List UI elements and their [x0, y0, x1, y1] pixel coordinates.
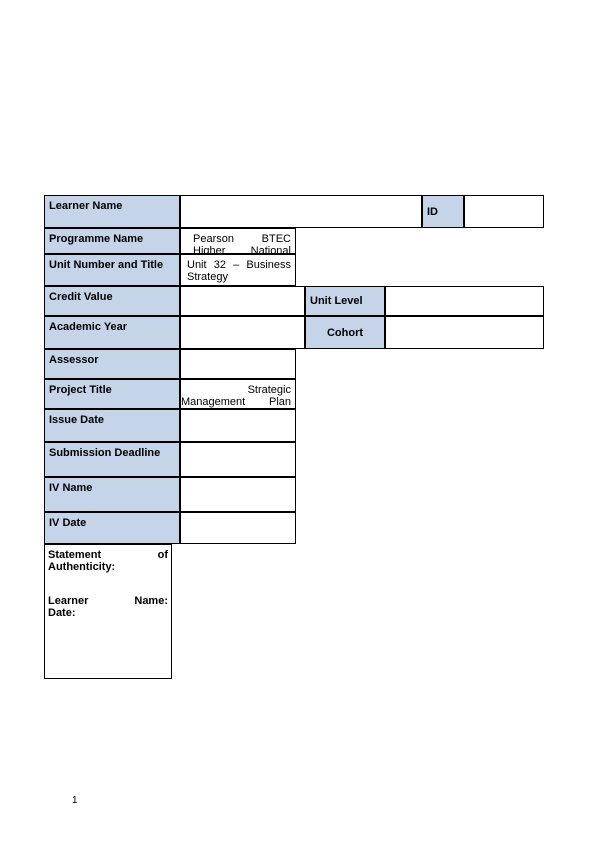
- label-unit-number-title: Unit Number and Title: [44, 254, 180, 286]
- value-assessor: [180, 349, 296, 379]
- value-credit-value: [180, 286, 305, 316]
- value-iv-name: [180, 477, 296, 512]
- value-programme-name: Pearson BTEC Higher National: [180, 228, 296, 254]
- value-project-title-text: Strategic Management Plan: [181, 384, 291, 408]
- stmt-word-3: Authenticity:: [48, 561, 168, 573]
- label-project-title: Project Title: [44, 379, 180, 409]
- value-unit-level: [385, 286, 544, 316]
- value-learner-name: [180, 195, 422, 228]
- row-project-title: Project Title Strategic Management Plan: [44, 379, 544, 409]
- value-academic-year: [180, 316, 305, 349]
- row-submission-deadline: Submission Deadline: [44, 442, 544, 477]
- statement-block: Statement of Authenticity: Learner Name:…: [44, 544, 172, 679]
- row-unit-number-title: Unit Number and Title Unit 32 – Business…: [44, 254, 544, 286]
- label-issue-date: Issue Date: [44, 409, 180, 442]
- label-submission-deadline: Submission Deadline: [44, 442, 180, 477]
- row-iv-name: IV Name: [44, 477, 544, 512]
- label-programme-name: Programme Name: [44, 228, 180, 254]
- value-project-title: Strategic Management Plan: [180, 379, 296, 409]
- row-statement: Statement of Authenticity: Learner Name:…: [44, 544, 544, 679]
- label-assessor: Assessor: [44, 349, 180, 379]
- stmt-learner-word: Learner: [48, 595, 88, 607]
- row-issue-date: Issue Date: [44, 409, 544, 442]
- value-unit-number-title: Unit 32 – Business Strategy: [180, 254, 296, 286]
- label-iv-date: IV Date: [44, 512, 180, 544]
- form-table: Learner Name ID Programme Name Pearson B…: [44, 195, 544, 679]
- label-learner-name: Learner Name: [44, 195, 180, 228]
- value-submission-deadline: [180, 442, 296, 477]
- stmt-spacer: [48, 573, 168, 595]
- row-learner-name: Learner Name ID: [44, 195, 544, 228]
- row-programme-name: Programme Name Pearson BTEC Higher Natio…: [44, 228, 544, 254]
- row-credit-unit-level: Credit Value Unit Level: [44, 286, 544, 316]
- page-number: 1: [72, 795, 78, 806]
- value-iv-date: [180, 512, 296, 544]
- label-iv-name: IV Name: [44, 477, 180, 512]
- stmt-word-2: of: [158, 549, 168, 561]
- value-cohort: [385, 316, 544, 349]
- stmt-name-word: Name:: [134, 595, 168, 607]
- row-assessor: Assessor: [44, 349, 544, 379]
- stmt-word-1: Statement: [48, 549, 101, 561]
- label-id: ID: [422, 195, 464, 228]
- row-academic-cohort: Academic Year Cohort: [44, 316, 544, 349]
- label-unit-level: Unit Level: [305, 286, 385, 316]
- label-academic-year: Academic Year: [44, 316, 180, 349]
- stmt-date: Date:: [48, 607, 168, 619]
- label-cohort: Cohort: [305, 316, 385, 349]
- row-iv-date: IV Date: [44, 512, 544, 544]
- value-issue-date: [180, 409, 296, 442]
- statement-auth-line: Statement of: [48, 549, 168, 561]
- value-id: [464, 195, 544, 228]
- label-credit-value: Credit Value: [44, 286, 180, 316]
- stmt-learner-line: Learner Name:: [48, 595, 168, 607]
